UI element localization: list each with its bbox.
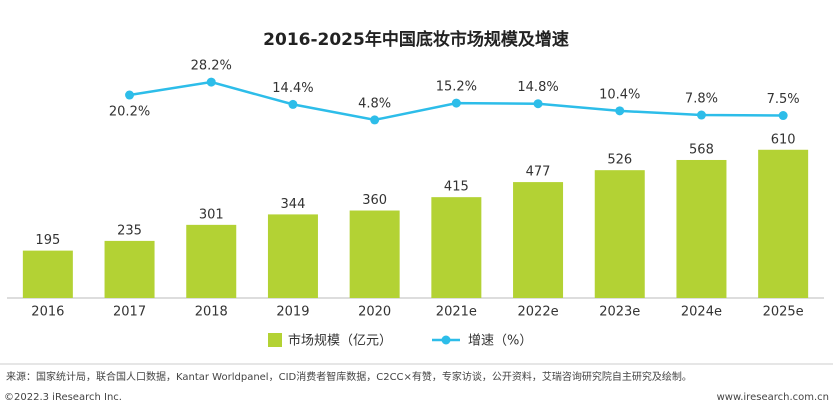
growth-value-label: 14.4% xyxy=(272,81,313,96)
bar xyxy=(758,149,809,298)
x-tick-label: 2025e xyxy=(763,305,804,320)
bar xyxy=(186,224,237,298)
bar-value-label: 610 xyxy=(771,132,796,147)
x-tick-label: 2018 xyxy=(195,305,228,320)
x-tick-label: 2019 xyxy=(276,305,309,320)
growth-value-label: 10.4% xyxy=(599,87,640,102)
bar-value-label: 415 xyxy=(444,180,469,195)
bar-value-label: 344 xyxy=(281,197,306,212)
growth-value-label: 28.2% xyxy=(191,59,232,74)
x-tick-label: 2023e xyxy=(599,305,640,320)
bar xyxy=(594,170,645,298)
bar xyxy=(431,197,482,298)
bar xyxy=(104,240,155,298)
growth-point xyxy=(288,99,298,109)
growth-point xyxy=(778,111,788,121)
website: www.iresearch.com.cn xyxy=(717,392,829,403)
growth-point xyxy=(615,106,625,116)
growth-value-label: 4.8% xyxy=(358,96,391,111)
chart-title: 2016-2025年中国底妆市场规模及增速 xyxy=(263,29,569,50)
growth-point xyxy=(696,110,706,120)
bar xyxy=(676,159,727,298)
bar-value-label: 360 xyxy=(362,193,387,208)
bar-value-label: 301 xyxy=(199,207,224,222)
legend-label: 市场规模（亿元） xyxy=(288,333,392,349)
bar-value-label: 195 xyxy=(35,233,60,248)
x-tick-label: 2024e xyxy=(681,305,722,320)
growth-point xyxy=(370,115,380,125)
x-tick-label: 2016 xyxy=(31,305,64,320)
x-tick-label: 2022e xyxy=(518,305,559,320)
growth-value-label: 7.5% xyxy=(767,92,800,107)
copyright: ©2022.3 iResearch Inc. xyxy=(4,392,122,403)
bar xyxy=(349,210,400,298)
growth-value-label: 20.2% xyxy=(109,105,150,120)
bar xyxy=(513,182,564,298)
x-tick-label: 2021e xyxy=(436,305,477,320)
bar-value-label: 568 xyxy=(689,142,714,157)
bar-value-label: 477 xyxy=(526,165,551,180)
growth-value-label: 7.8% xyxy=(685,92,718,107)
bar xyxy=(22,250,73,298)
growth-point xyxy=(451,98,461,108)
growth-value-label: 14.8% xyxy=(517,80,558,95)
growth-point xyxy=(206,77,216,87)
x-tick-label: 2020 xyxy=(358,305,391,320)
growth-point xyxy=(533,99,543,109)
bar-value-label: 235 xyxy=(117,223,142,238)
source: 来源：国家统计局，联合国人口数据，Kantar Worldpanel，CID消费… xyxy=(6,370,692,383)
legend-swatch xyxy=(268,333,282,347)
x-tick-label: 2017 xyxy=(113,305,146,320)
growth-point xyxy=(125,90,135,100)
growth-value-label: 15.2% xyxy=(436,80,477,95)
bar-value-label: 526 xyxy=(607,153,632,168)
bar xyxy=(267,214,318,298)
legend-swatch xyxy=(441,335,451,345)
legend-label: 增速（%） xyxy=(468,334,532,349)
